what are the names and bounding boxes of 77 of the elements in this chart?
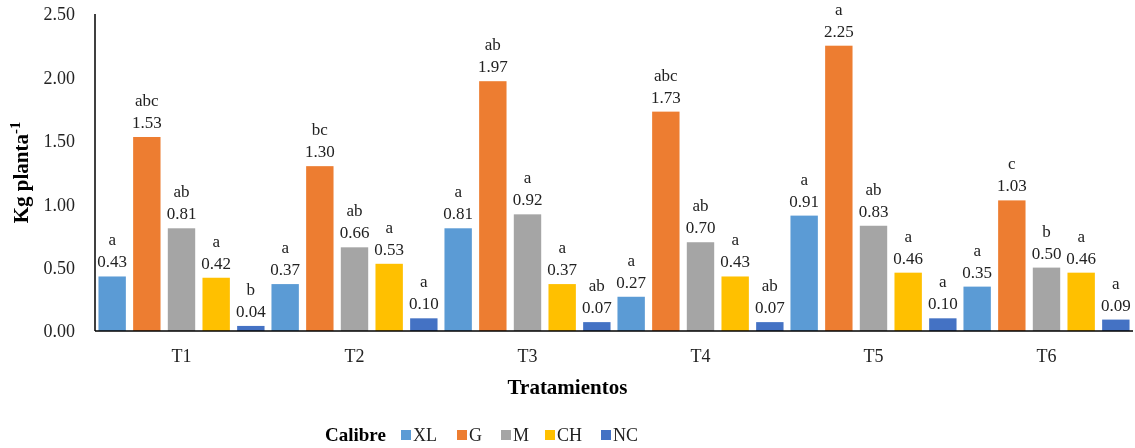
data-label: ab 0.81	[166, 182, 197, 224]
bar	[306, 166, 334, 331]
data-label: a 0.46	[1066, 226, 1097, 268]
y-tick-label: 0.00	[43, 321, 75, 342]
data-label: a 0.43	[97, 230, 128, 272]
data-label: abc 1.73	[650, 65, 681, 107]
y-tick-label: 2.00	[43, 67, 75, 88]
data-label: a 0.92	[512, 168, 543, 210]
legend-label: XL	[413, 425, 437, 445]
data-label: a 0.10	[927, 272, 958, 314]
x-tick-label: T2	[344, 346, 365, 366]
bar	[444, 228, 472, 331]
bar	[1067, 272, 1095, 331]
bar	[271, 284, 299, 331]
data-label: a 0.35	[962, 240, 993, 282]
x-tick-label: T6	[1036, 346, 1057, 366]
bar	[410, 318, 438, 331]
bar	[756, 322, 784, 331]
x-tick-label: T3	[517, 346, 538, 366]
data-label: a 0.10	[408, 272, 439, 314]
data-label: ab 0.66	[339, 201, 370, 243]
data-label: b 0.50	[1031, 221, 1062, 263]
x-tick-label: T1	[171, 346, 192, 366]
data-label: a 0.37	[547, 238, 578, 280]
data-label: a 0.09	[1100, 273, 1131, 315]
bar	[583, 322, 611, 331]
bar	[98, 276, 126, 331]
data-label: a 0.42	[201, 231, 232, 273]
bar	[340, 247, 369, 331]
bar	[1032, 267, 1061, 331]
data-label: c 1.03	[996, 154, 1027, 196]
y-tick-label: 2.50	[43, 4, 75, 25]
y-tick-label: 1.50	[43, 131, 75, 152]
bar	[998, 200, 1026, 331]
bar	[894, 272, 922, 331]
data-label: ab 0.07	[754, 276, 786, 318]
bar	[202, 277, 230, 331]
data-label: a 0.37	[270, 238, 301, 280]
data-label: ab 0.83	[858, 179, 889, 221]
data-label: a 0.46	[893, 226, 924, 268]
bar	[513, 214, 542, 331]
data-label: a 0.43	[720, 230, 751, 272]
bar	[652, 111, 680, 331]
bar	[859, 225, 888, 331]
legend-label: NC	[613, 425, 639, 445]
data-label: ab 1.97	[477, 35, 509, 77]
y-tick-label: 0.50	[43, 257, 75, 278]
data-label: ab 0.07	[581, 276, 613, 318]
legend-title: Calibre	[325, 424, 386, 445]
data-label: ab 0.70	[685, 196, 716, 238]
bar	[790, 215, 818, 331]
data-label: abc 1.53	[131, 91, 162, 132]
data-label: b 0.04	[235, 279, 267, 321]
bar	[721, 276, 749, 331]
data-label: a 0.81	[443, 182, 474, 224]
legend-label: CH	[557, 425, 583, 445]
y-tick-label: 1.00	[43, 194, 75, 215]
bar	[686, 242, 715, 331]
data-label: a 0.53	[374, 217, 405, 259]
bar	[548, 284, 576, 331]
x-tick-label: T5	[863, 346, 884, 366]
bar	[133, 137, 161, 331]
bar	[963, 286, 991, 331]
data-label: a 2.25	[823, 0, 854, 41]
data-label: bc 1.30	[304, 120, 335, 162]
bar	[167, 228, 196, 331]
bar	[929, 318, 957, 331]
bar	[825, 45, 853, 331]
legend-label: M	[513, 425, 530, 445]
bar	[375, 263, 403, 331]
data-label: a 0.91	[789, 169, 820, 211]
bar	[479, 81, 507, 331]
bar	[617, 296, 645, 331]
x-tick-label: T4	[690, 346, 711, 366]
data-label: a 0.27	[616, 250, 647, 292]
x-axis-title: Tratamientos	[507, 375, 628, 399]
legend-label: G	[469, 425, 482, 445]
